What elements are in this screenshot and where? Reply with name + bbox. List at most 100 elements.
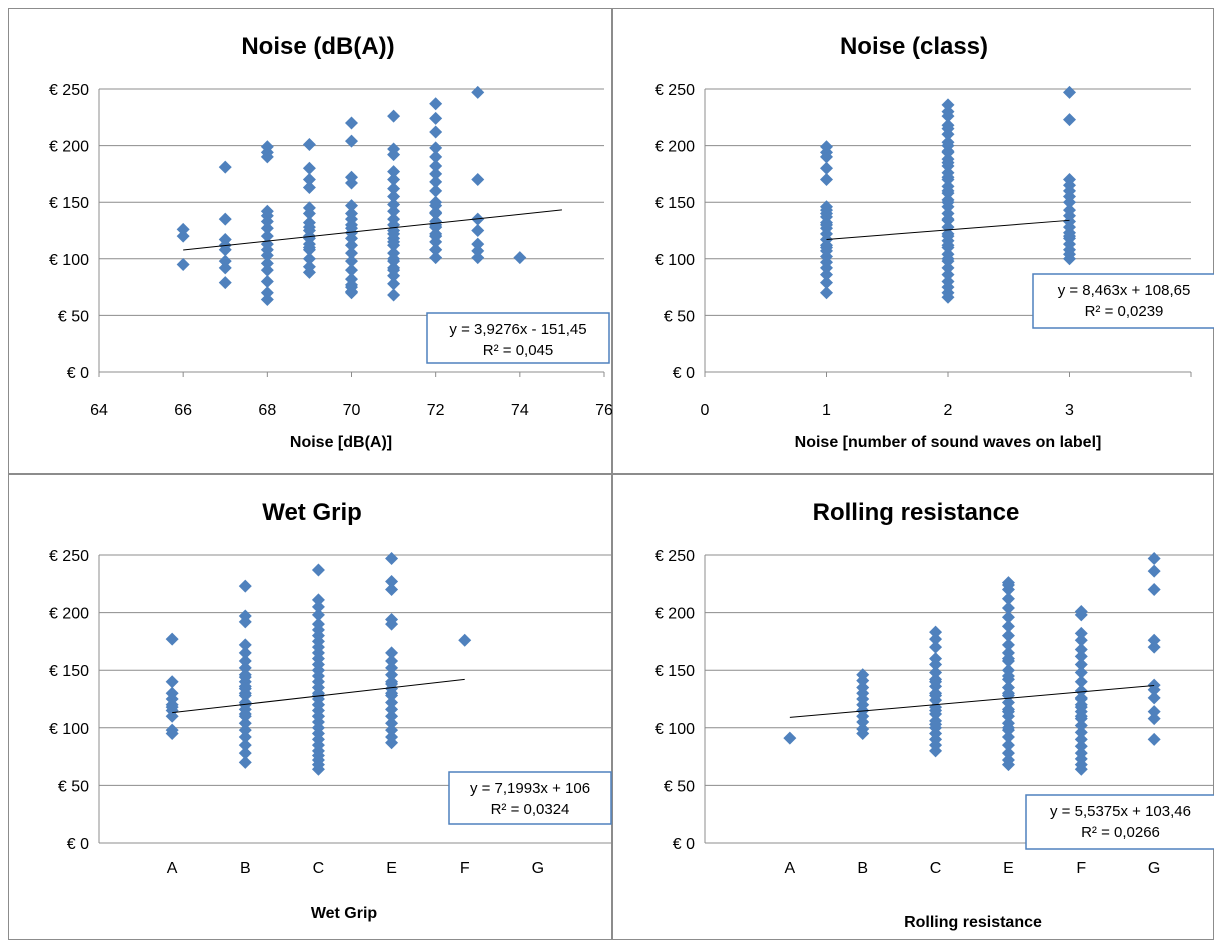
data-point	[387, 212, 401, 226]
x-tick-label: 64	[90, 402, 108, 419]
y-tick-label: € 200	[655, 606, 695, 623]
chart-title: Noise (class)	[840, 33, 988, 60]
chart-panel-noise-dba: Noise (dB(A)) Noise [dB(A)] € 0 € 50 € 100…	[8, 8, 613, 474]
data-point	[1147, 564, 1161, 578]
data-point	[941, 274, 955, 288]
data-point	[260, 221, 274, 235]
data-point	[941, 268, 955, 282]
data-point	[929, 704, 943, 718]
data-point	[856, 722, 870, 736]
data-point	[387, 235, 401, 249]
data-point	[1001, 576, 1015, 590]
data-point	[311, 663, 325, 677]
trendline-r-squared: R² = 0,045	[483, 342, 553, 359]
data-point	[385, 654, 399, 668]
data-point	[471, 224, 485, 237]
data-point	[345, 134, 358, 148]
x-axis-label: Noise [number of sound waves on label]	[795, 434, 1102, 451]
trendline-equation: y = 3,9276x - 151,45	[449, 321, 586, 338]
data-point	[385, 551, 399, 565]
data-point	[1063, 229, 1076, 243]
data-point	[165, 675, 179, 689]
data-point	[165, 723, 179, 737]
data-point	[238, 716, 252, 730]
data-point	[1001, 652, 1015, 666]
data-point	[929, 625, 943, 639]
data-point	[218, 233, 232, 247]
data-point	[387, 197, 401, 211]
data-point	[302, 220, 316, 234]
trendline-equation-box	[448, 771, 612, 825]
x-tick-label: 3	[1065, 402, 1074, 419]
y-tick-label: € 150	[49, 663, 89, 680]
data-point	[820, 161, 833, 175]
data-point	[941, 238, 955, 252]
data-point	[1001, 695, 1015, 709]
x-tick-label: 2	[944, 402, 953, 419]
y-tick-label: € 250	[655, 548, 695, 565]
trendline	[172, 678, 465, 714]
data-point	[429, 184, 443, 198]
data-point	[1074, 666, 1088, 680]
data-point	[385, 661, 399, 675]
x-tick-label: A	[785, 860, 796, 877]
data-point	[1001, 746, 1015, 760]
x-axis-label: Wet Grip	[311, 905, 378, 922]
data-point	[345, 170, 358, 184]
data-point	[238, 670, 252, 684]
data-point	[429, 195, 443, 209]
data-point	[387, 190, 401, 204]
y-tick-label: € 50	[58, 308, 89, 325]
data-point	[260, 256, 274, 270]
x-tick-label: B	[857, 860, 868, 877]
data-point	[1074, 604, 1088, 618]
trendline-r-squared: R² = 0,0266	[1081, 824, 1160, 841]
y-tick-label: € 250	[49, 548, 89, 565]
y-tick-label: € 0	[67, 836, 89, 853]
data-point	[1147, 712, 1161, 726]
data-point	[165, 686, 179, 700]
data-point	[260, 204, 274, 218]
y-tick-label: € 100	[49, 721, 89, 738]
data-point	[1074, 732, 1088, 746]
y-tick-label: € 50	[664, 778, 695, 795]
y-tick-label: € 150	[655, 195, 695, 212]
data-point	[387, 204, 401, 218]
y-tick-label: € 0	[673, 365, 695, 382]
trendline	[183, 209, 562, 251]
data-point	[238, 638, 252, 652]
data-point	[1074, 633, 1088, 647]
x-tick-label: F	[1076, 860, 1086, 877]
data-point	[1147, 633, 1161, 647]
data-point	[1147, 551, 1161, 565]
data-point	[941, 252, 955, 266]
data-point	[929, 666, 943, 680]
chart-title: Rolling resistance	[813, 499, 1020, 526]
data-point	[311, 593, 325, 607]
data-point	[1074, 718, 1088, 732]
data-point	[820, 173, 833, 187]
data-point	[941, 184, 955, 198]
data-point	[941, 144, 955, 158]
data-point	[385, 574, 399, 588]
trendline-equation-box	[1032, 273, 1214, 329]
data-point	[1001, 601, 1015, 615]
y-tick-label: € 150	[49, 195, 89, 212]
data-point	[302, 201, 316, 215]
data-point	[820, 286, 833, 300]
data-point	[429, 175, 443, 189]
y-tick-label: € 100	[655, 252, 695, 269]
data-point	[1001, 592, 1015, 606]
chart-rolling-resistance: Rolling resistance Rolling resistance € …	[655, 499, 1214, 931]
data-point	[1074, 675, 1088, 689]
data-point	[941, 105, 955, 119]
data-point	[1001, 669, 1015, 683]
data-point	[345, 278, 358, 292]
data-point	[429, 97, 443, 111]
data-point	[302, 137, 316, 151]
data-point	[929, 640, 943, 654]
data-point	[238, 661, 252, 675]
data-point	[385, 716, 399, 730]
data-point	[345, 238, 358, 252]
data-point	[1001, 721, 1015, 735]
